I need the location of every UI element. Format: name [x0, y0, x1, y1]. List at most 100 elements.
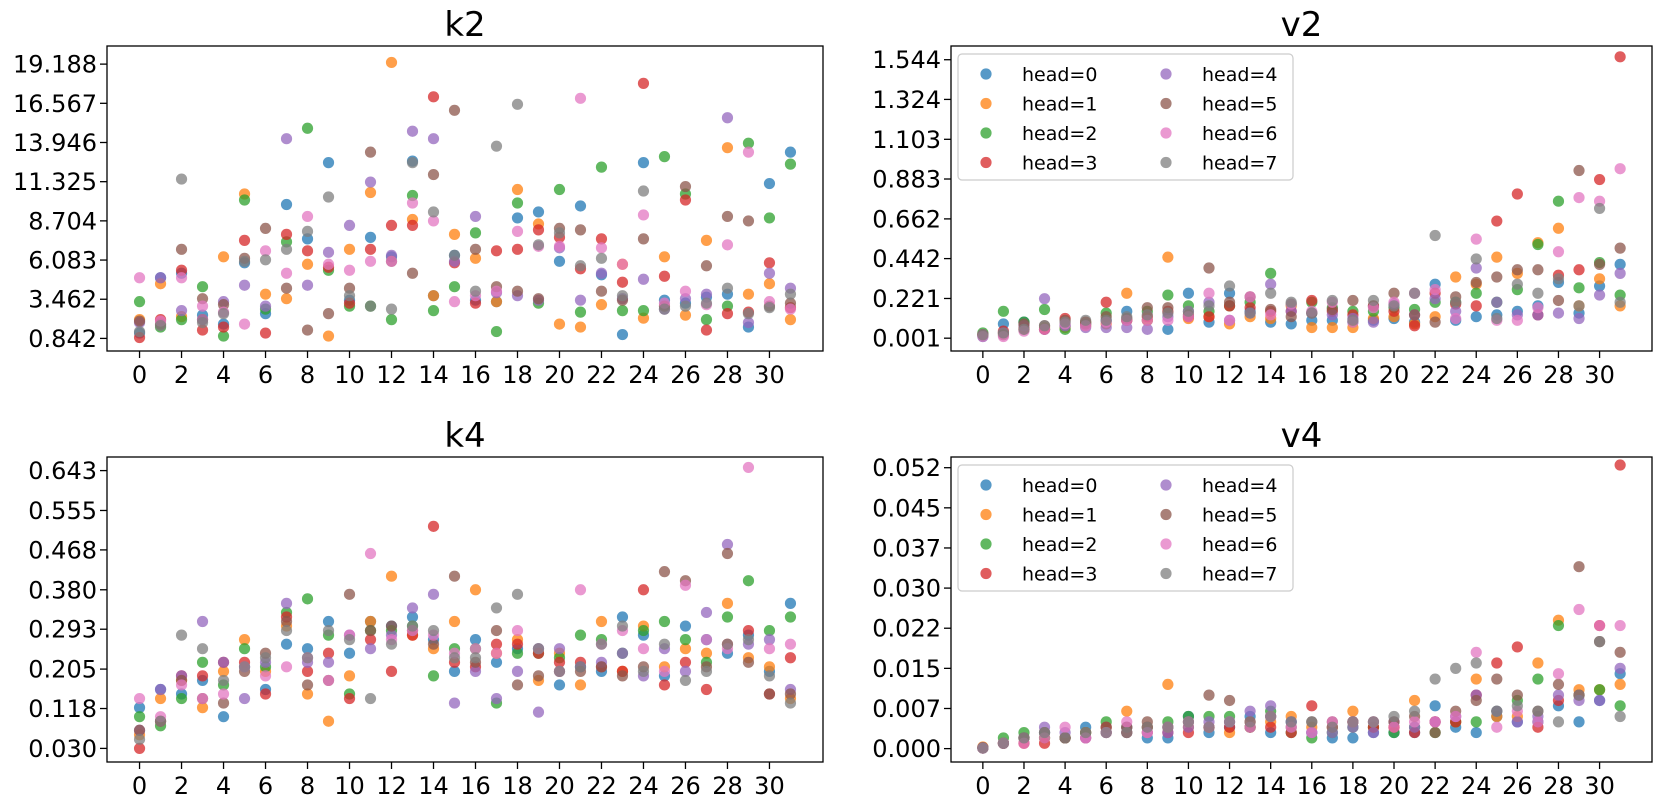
data-point [280, 198, 293, 211]
legend-marker [1160, 538, 1172, 550]
data-point [448, 665, 461, 677]
data-point [553, 318, 566, 330]
data-point [322, 624, 335, 637]
data-point [1408, 287, 1421, 299]
y-tick-label: 0.380 [28, 576, 97, 604]
data-point [1573, 300, 1585, 312]
data-point [658, 151, 671, 163]
data-point [427, 290, 440, 302]
data-point [595, 299, 608, 311]
data-point [1614, 267, 1626, 279]
data-point [700, 260, 713, 272]
x-tick-label: 20 [1379, 772, 1410, 800]
data-point [1162, 678, 1174, 691]
legend-label: head=7 [1202, 564, 1277, 586]
data-point [385, 219, 398, 232]
data-point [742, 656, 755, 668]
data-point [301, 245, 314, 257]
data-point [364, 692, 377, 705]
data-point [1100, 296, 1112, 308]
data-point [763, 212, 776, 224]
y-tick-label: 13.946 [13, 129, 97, 157]
data-point [595, 242, 608, 254]
data-point [322, 246, 335, 258]
data-point [1121, 726, 1133, 739]
data-point [511, 624, 524, 637]
data-point [1552, 222, 1565, 234]
data-point [637, 209, 650, 221]
data-point [1306, 700, 1318, 712]
data-point [301, 688, 314, 700]
y-tick-label: 8.704 [28, 207, 97, 235]
data-point [1511, 641, 1523, 653]
data-point [1470, 673, 1482, 685]
data-point [721, 611, 734, 623]
legend-label: head=2 [1022, 123, 1097, 145]
x-tick-label: 2 [174, 772, 189, 800]
data-point [1162, 323, 1174, 335]
data-point [364, 547, 377, 560]
data-point [301, 324, 314, 336]
data-point [238, 255, 251, 267]
data-point [1388, 710, 1400, 723]
legend-marker [980, 479, 992, 491]
x-tick-label: 18 [1338, 361, 1369, 389]
data-point [784, 597, 797, 609]
series-head=4 [977, 262, 1626, 341]
data-point [637, 643, 650, 655]
data-point [700, 634, 713, 646]
data-point [721, 142, 734, 154]
x-tick-label: 6 [258, 361, 273, 389]
data-point [1614, 51, 1626, 63]
data-point [511, 197, 524, 209]
x-tick-label: 0 [132, 772, 147, 800]
data-point [1552, 619, 1565, 632]
data-point [322, 715, 335, 727]
data-point [154, 272, 167, 284]
x-tick-label: 12 [376, 772, 407, 800]
y-tick-label: 11.325 [13, 168, 97, 196]
data-point [1367, 726, 1380, 739]
legend-label: head=5 [1202, 94, 1277, 116]
data-point [301, 665, 314, 677]
series-head=0 [977, 668, 1626, 754]
data-point [1244, 307, 1256, 319]
data-point [784, 652, 797, 664]
data-point [385, 314, 398, 326]
data-point [301, 652, 314, 664]
x-tick-label: 16 [460, 772, 491, 800]
data-point [322, 191, 335, 203]
legend-label: head=1 [1022, 505, 1097, 527]
data-point [553, 656, 566, 668]
data-point [616, 328, 629, 341]
data-point [1285, 296, 1297, 308]
data-point [532, 670, 545, 682]
data-point [406, 267, 419, 279]
data-point [364, 300, 377, 312]
data-point [1285, 716, 1297, 728]
data-point [1552, 689, 1565, 701]
data-point [385, 255, 398, 267]
data-point [1593, 173, 1606, 186]
data-point [784, 146, 797, 158]
data-point [175, 692, 188, 705]
data-point [1450, 296, 1462, 308]
data-point [721, 597, 734, 609]
data-point [784, 638, 797, 650]
data-point [763, 177, 776, 190]
data-point [1532, 238, 1544, 251]
data-point [406, 219, 419, 232]
chart-title: k2 [444, 5, 485, 45]
data-point [1450, 662, 1462, 674]
data-point [658, 303, 671, 315]
data-point [259, 300, 272, 312]
legend-label: head=3 [1022, 153, 1097, 175]
data-point [217, 665, 230, 677]
data-point [322, 615, 335, 628]
legend-marker [980, 567, 992, 580]
data-point [784, 314, 797, 326]
legend-label: head=6 [1202, 534, 1277, 556]
x-tick-label: 10 [334, 361, 365, 389]
data-point [1429, 716, 1441, 728]
y-tick-label: 0.045 [872, 494, 941, 522]
